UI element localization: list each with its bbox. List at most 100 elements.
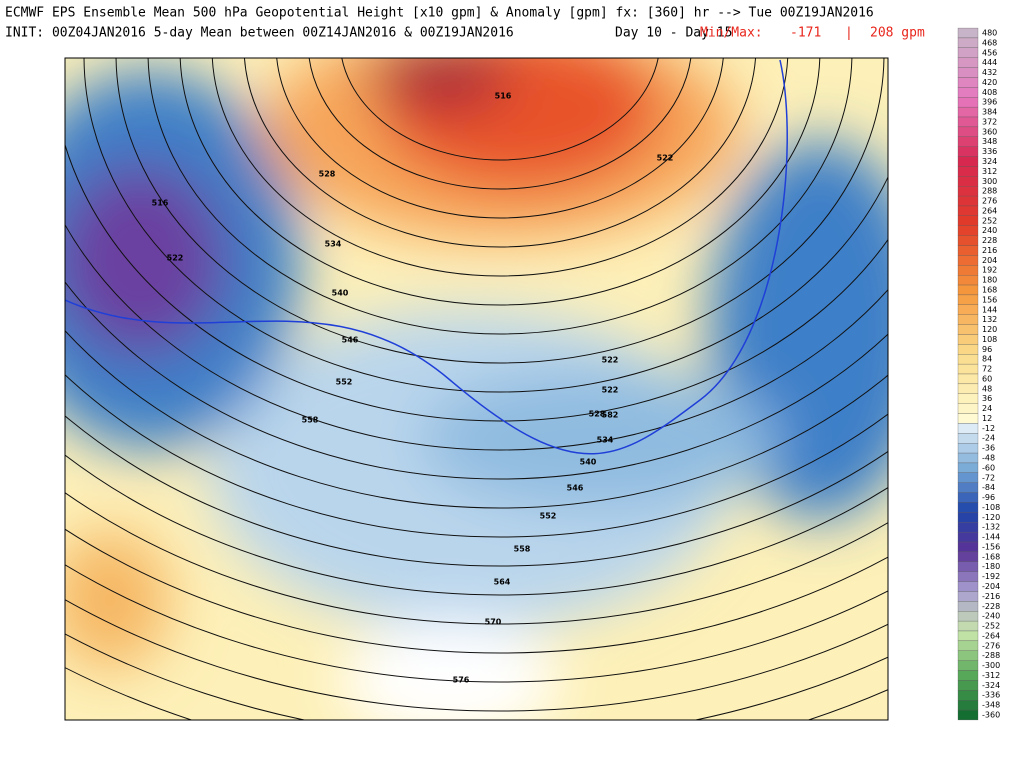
colorbar-label: 180 xyxy=(982,276,997,285)
contour-label: 570 xyxy=(485,618,502,627)
colorbar-label: -264 xyxy=(982,631,1000,640)
contour-label: 522 xyxy=(602,386,619,395)
colorbar-label: 300 xyxy=(982,177,997,186)
colorbar-label: -192 xyxy=(982,572,1000,581)
contour-label: 552 xyxy=(540,512,557,521)
colorbar-label: 240 xyxy=(982,226,997,235)
contour-label: 546 xyxy=(567,484,584,493)
contour-label: 522 xyxy=(602,356,619,365)
colorbar-box xyxy=(957,186,979,197)
contour-line xyxy=(65,142,888,422)
colorbar-label: -84 xyxy=(982,483,995,492)
colorbar-label: -360 xyxy=(982,711,1000,720)
colorbar-label: -72 xyxy=(982,473,995,482)
contour-line xyxy=(65,492,888,625)
colorbar-label: -324 xyxy=(982,681,1000,690)
colorbar-box xyxy=(957,472,979,483)
colorbar-label: -180 xyxy=(982,562,1000,571)
colorbar-box xyxy=(957,502,979,513)
contour-label: 558 xyxy=(514,545,531,554)
colorbar-box xyxy=(957,393,979,404)
contour-label: 558 xyxy=(302,416,319,425)
colorbar-label: 120 xyxy=(982,325,997,334)
colorbar-label: -156 xyxy=(982,542,1000,551)
colorbar-label: -24 xyxy=(982,434,995,443)
colorbar-box xyxy=(957,551,979,562)
colorbar-label: 276 xyxy=(982,197,997,206)
contour-line xyxy=(65,374,888,538)
colorbar-label: 108 xyxy=(982,335,997,344)
colorbar-label: 36 xyxy=(982,394,992,403)
colorbar-label: -36 xyxy=(982,444,995,453)
contour-label: 522 xyxy=(167,254,184,263)
contour-line xyxy=(211,58,789,277)
colorbar-box xyxy=(957,255,979,266)
colorbar-box xyxy=(957,413,979,424)
anomaly-field xyxy=(65,58,888,720)
colorbar-label: -312 xyxy=(982,671,1000,680)
colorbar-box xyxy=(957,443,979,454)
colorbar-box xyxy=(957,640,979,651)
max-value: 208 gpm xyxy=(870,26,925,41)
colorbar-label: 228 xyxy=(982,236,997,245)
contour-label: 546 xyxy=(342,336,359,345)
contour-line xyxy=(341,58,659,161)
contour-label: 534 xyxy=(597,436,614,445)
colorbar-box xyxy=(957,166,979,177)
colorbar-box xyxy=(957,670,979,681)
colorbar-box xyxy=(957,265,979,276)
contour-line xyxy=(65,528,888,654)
colorbar-box xyxy=(957,77,979,88)
colorbar-label: 468 xyxy=(982,38,997,47)
colorbar-box xyxy=(957,581,979,592)
contour-line xyxy=(65,329,888,509)
colorbar-label: 360 xyxy=(982,127,997,136)
contour-label: 540 xyxy=(332,289,349,298)
colorbar-box xyxy=(957,97,979,108)
colorbar-box xyxy=(957,522,979,533)
contour-line xyxy=(179,58,821,306)
colorbar-label: -300 xyxy=(982,661,1000,670)
colorbar-box xyxy=(957,195,979,207)
contour-label: 534 xyxy=(325,240,342,249)
colorbar-label: 456 xyxy=(982,48,997,57)
colorbar-label: 444 xyxy=(982,58,997,67)
colorbar-box xyxy=(957,383,979,394)
colorbar-label: -348 xyxy=(982,701,1000,710)
contour-line xyxy=(65,598,888,712)
colorbar-label: -228 xyxy=(982,602,1000,611)
colorbar-box xyxy=(957,680,979,691)
colorbar-box xyxy=(957,531,979,543)
contour-label: 582 xyxy=(602,411,619,420)
colorbar-box xyxy=(957,176,979,187)
contour-label: 516 xyxy=(495,92,512,101)
contour-line xyxy=(65,454,888,596)
colorbar-box xyxy=(957,591,979,602)
colorbar-box xyxy=(957,709,979,721)
colorbar-box xyxy=(957,37,979,48)
contour-line xyxy=(65,415,888,567)
colorbar-label: 48 xyxy=(982,384,992,393)
colorbar-box xyxy=(957,630,979,642)
colorbar-label: 204 xyxy=(982,256,997,265)
colorbar-label: 84 xyxy=(982,355,992,364)
map-frame xyxy=(64,57,889,721)
colorbar-box xyxy=(957,156,979,167)
colorbar-box xyxy=(957,225,979,236)
colorbar-label: 12 xyxy=(982,414,992,423)
colorbar-box xyxy=(957,136,979,147)
colorbar-label: 288 xyxy=(982,187,997,196)
min-value: -171 xyxy=(790,26,821,41)
colorbar-label: -144 xyxy=(982,533,1000,542)
colorbar-label: 396 xyxy=(982,98,997,107)
colorbar-box xyxy=(957,363,979,375)
colorbar-box xyxy=(957,294,979,305)
colorbar-box xyxy=(957,462,979,473)
colorbar-label: 144 xyxy=(982,305,997,314)
colorbar-box xyxy=(957,106,979,118)
colorbar-box xyxy=(957,304,979,315)
